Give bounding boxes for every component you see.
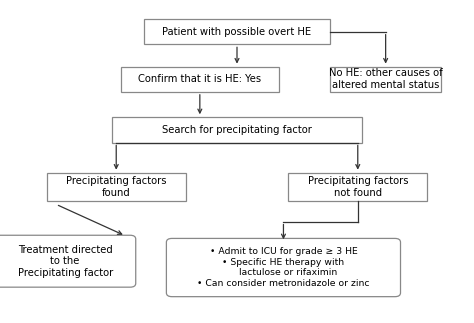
FancyBboxPatch shape (111, 117, 363, 142)
FancyBboxPatch shape (330, 67, 441, 92)
Text: No HE: other causes of
altered mental status: No HE: other causes of altered mental st… (329, 68, 443, 90)
FancyBboxPatch shape (288, 172, 428, 201)
Text: Precipitating factors
found: Precipitating factors found (66, 176, 166, 198)
FancyBboxPatch shape (166, 238, 401, 297)
FancyBboxPatch shape (121, 67, 279, 92)
Text: • Admit to ICU for grade ≥ 3 HE
• Specific HE therapy with
   lactulose or rifax: • Admit to ICU for grade ≥ 3 HE • Specif… (197, 247, 370, 288)
Text: Treatment directed
to the
Precipitating factor: Treatment directed to the Precipitating … (18, 245, 113, 278)
Text: Search for precipitating factor: Search for precipitating factor (162, 125, 312, 135)
Text: Precipitating factors
not found: Precipitating factors not found (308, 176, 408, 198)
Text: Patient with possible overt HE: Patient with possible overt HE (163, 27, 311, 37)
Text: Confirm that it is HE: Yes: Confirm that it is HE: Yes (138, 74, 261, 84)
FancyBboxPatch shape (144, 19, 330, 44)
FancyBboxPatch shape (46, 172, 186, 201)
FancyBboxPatch shape (0, 235, 136, 287)
